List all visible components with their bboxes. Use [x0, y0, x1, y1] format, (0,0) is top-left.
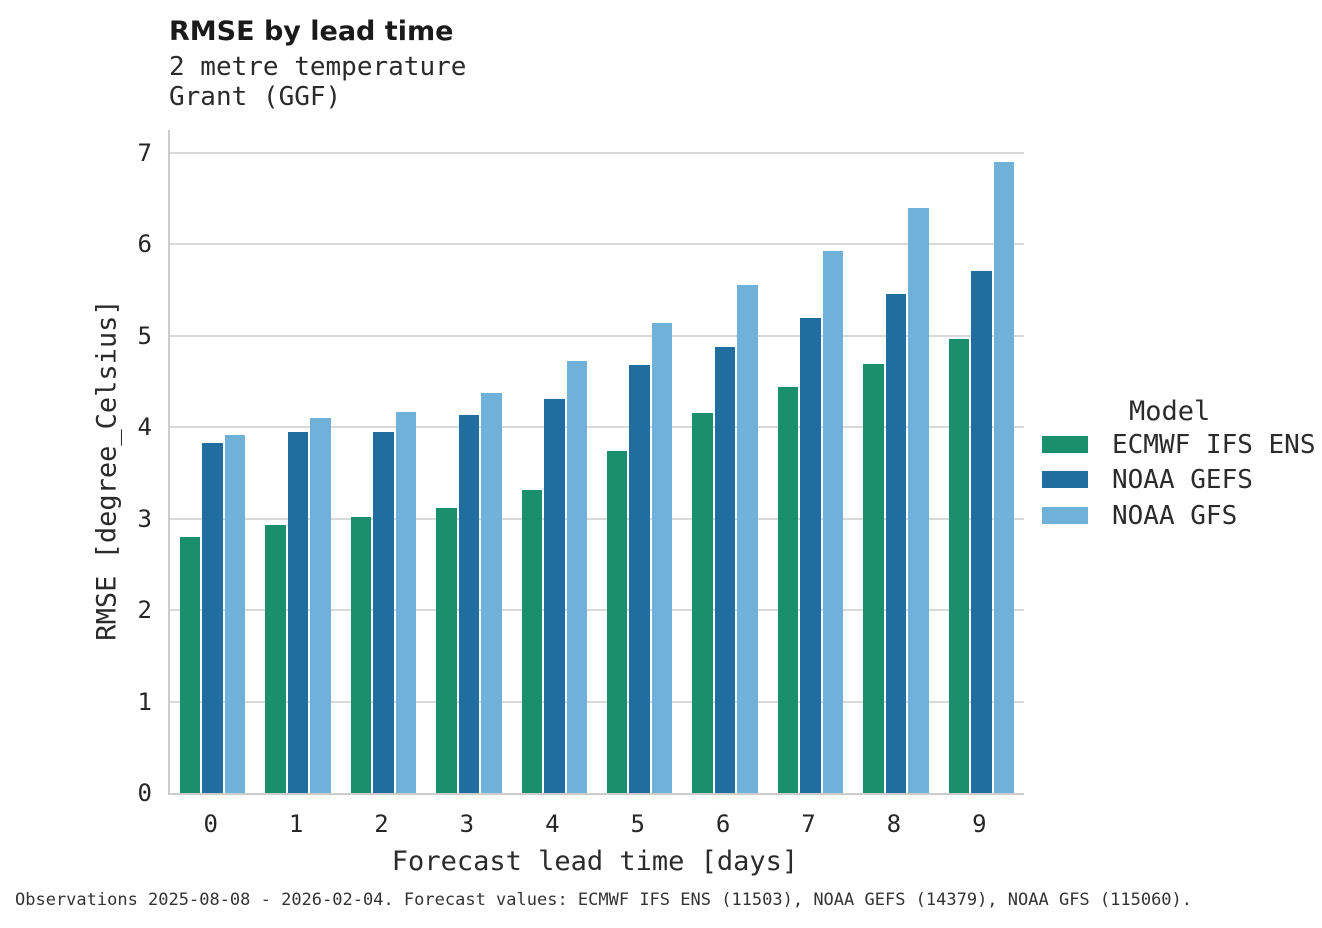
bar-noaa-gefs-day5: [629, 365, 650, 793]
y-tick-label: 2: [137, 596, 152, 625]
x-tick-label: 9: [972, 810, 987, 838]
gridline-y6: [170, 243, 1024, 246]
y-tick-label: 3: [137, 504, 152, 533]
legend-swatch-2: [1042, 507, 1088, 524]
bar-noaa-gefs-day1: [287, 431, 309, 793]
x-tick-label: 3: [459, 810, 475, 838]
gridline-y1: [170, 700, 1024, 703]
bar-ecmwf-ifs-ens-day5: [606, 450, 628, 793]
x-tick-label: 4: [545, 810, 560, 838]
chart-subtitle-variable: 2 metre temperature: [169, 52, 467, 82]
bar-noaa-gfs-day2: [395, 411, 417, 793]
bar-noaa-gfs-day1: [310, 418, 331, 793]
y-tick-label: 0: [137, 779, 152, 807]
x-axis-label: Forecast lead time [days]: [391, 846, 799, 877]
footer-caption: Observations 2025-08-08 - 2026-02-04. Fo…: [15, 890, 1193, 910]
gridline-y3: [170, 517, 1024, 520]
x-tick-label: 2: [374, 810, 389, 838]
bar-ecmwf-ifs-ens-day2: [350, 516, 372, 793]
y-tick-label: 1: [137, 687, 152, 716]
bar-noaa-gfs-day3: [481, 393, 502, 793]
y-tick-label: 4: [137, 413, 152, 442]
bar-noaa-gefs-day4: [544, 398, 565, 793]
gridline-y5: [170, 334, 1024, 337]
bar-noaa-gefs-day9: [971, 270, 992, 793]
bar-noaa-gfs-day6: [737, 285, 758, 793]
legend-swatch-1: [1042, 471, 1088, 488]
chart-title: RMSE by lead time: [169, 16, 454, 47]
bar-noaa-gefs-day6: [714, 346, 736, 793]
bar-noaa-gfs-day5: [651, 322, 673, 793]
bar-noaa-gfs-day9: [993, 162, 1015, 793]
bar-noaa-gefs-day2: [373, 431, 394, 793]
x-tick-label: 8: [886, 810, 902, 838]
bar-noaa-gfs-day0: [224, 435, 246, 793]
bar-ecmwf-ifs-ens-day8: [863, 364, 884, 793]
bar-noaa-gfs-day8: [908, 207, 929, 793]
legend-label: NOAA GFS: [1112, 501, 1238, 531]
x-tick-label: 7: [801, 810, 816, 838]
legend-label: NOAA GEFS: [1112, 465, 1253, 495]
chart-subtitle-location: Grant (GGF): [169, 82, 342, 112]
bar-ecmwf-ifs-ens-day1: [265, 525, 286, 793]
plot-area: [168, 130, 1024, 795]
gridline-y2: [170, 609, 1024, 612]
bar-ecmwf-ifs-ens-day7: [777, 386, 799, 793]
gridline-y7: [170, 151, 1024, 154]
bar-ecmwf-ifs-ens-day4: [521, 490, 543, 793]
x-tick-label: 1: [288, 810, 304, 838]
gridline-y4: [170, 426, 1024, 429]
legend-swatch-0: [1042, 436, 1088, 453]
bar-noaa-gfs-day4: [566, 361, 588, 793]
x-tick-label: 5: [630, 810, 645, 838]
bar-ecmwf-ifs-ens-day3: [436, 507, 457, 793]
bar-noaa-gefs-day0: [202, 442, 223, 793]
legend-title: Model: [1129, 396, 1211, 427]
bar-noaa-gefs-day3: [458, 415, 480, 793]
y-axis-label: RMSE [degree_Celsius]: [91, 299, 123, 641]
y-tick-label: 5: [137, 321, 152, 350]
legend-label: ECMWF IFS ENS: [1112, 430, 1316, 460]
x-tick-label: 0: [203, 810, 218, 838]
bar-ecmwf-ifs-ens-day6: [692, 412, 713, 793]
bar-noaa-gfs-day7: [822, 250, 844, 793]
y-tick-label: 6: [137, 230, 152, 259]
bar-ecmwf-ifs-ens-day0: [179, 536, 201, 793]
bar-noaa-gefs-day8: [885, 293, 907, 793]
x-tick-label: 6: [715, 810, 731, 838]
bar-ecmwf-ifs-ens-day9: [948, 339, 970, 793]
y-tick-label: 7: [137, 138, 152, 167]
bar-noaa-gefs-day7: [800, 318, 821, 793]
